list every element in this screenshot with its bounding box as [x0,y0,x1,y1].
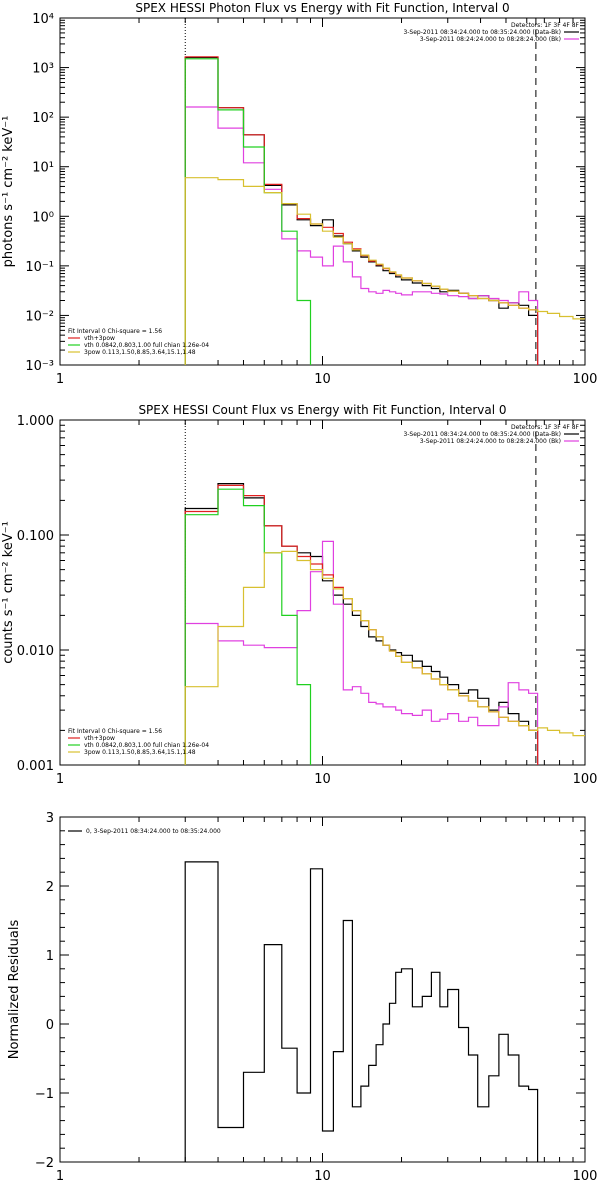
y-tick-label: 1 [46,949,54,964]
series-pow-line [184,550,585,765]
x-tick-label: 10 [314,372,331,387]
legend-entry-label: 3-Sep-2011 08:34:24.000 to 08:35:24.000 … [403,29,561,36]
legend-header: Detectors: 1F 3F 4F 8F [511,22,580,29]
plot-area [184,483,585,765]
x-tick-label: 100 [573,772,598,787]
y-tick-label: 10⁴ [32,12,54,27]
y-tick-label: 1.000 [17,414,54,429]
plot-area [184,861,539,1162]
fit-legend-entry-label: vth+3pow [84,335,115,342]
legend-entry-label: 3-Sep-2011 08:24:24.000 to 08:28:24.000 … [420,36,561,43]
x-tick-label: 100 [573,1169,598,1184]
chart-panel-1: SPEX HESSI Photon Flux vs Energy with Fi… [1,1,598,387]
series-vth-line [184,58,312,365]
series-bk-line [184,540,539,765]
y-tick-label: 0.010 [17,644,54,659]
series-data-line [184,56,539,365]
y-tick-label: 10⁰ [32,210,54,225]
y-tick-label: 10⁻¹ [25,260,54,275]
y-tick-label: 0 [46,1018,54,1033]
fit-legend-entry-label: 3pow 0.113,1.50,8.85,3.64,15.1,1.48 [84,349,196,356]
y-axis-label: Normalized Residuals [7,920,22,1060]
fit-legend-header: Fit Interval 0 Chi-square = 1.56 [68,328,162,335]
y-tick-label: 0.100 [17,529,54,544]
y-tick-label: 10⁻³ [25,359,54,374]
y-tick-label: 0.001 [17,759,54,774]
plot-area [184,56,585,365]
fit-legend-header: Fit Interval 0 Chi-square = 1.56 [68,728,162,735]
x-tick-label: 1 [56,372,64,387]
series-total-line [184,56,539,365]
plot-frame [59,17,586,366]
fit-legend-entry-label: vth+3pow [84,735,115,742]
fit-legend-entry-label: 3pow 0.113,1.50,8.85,3.64,15.1,1.48 [84,749,196,756]
chart-panel-3: Normalized Residuals 1 10 100 −2 −1 0 1 2 3 0, 3-S… [7,811,597,1184]
y-axis-label: photons s⁻¹ cm⁻² keV⁻¹ [1,116,16,268]
chart-panel-2: SPEX HESSI Count Flux vs Energy with Fit… [1,403,598,787]
y-tick-label: 10³ [32,62,54,77]
y-axis-label: counts s⁻¹ cm⁻² keV⁻¹ [1,521,16,664]
y-tick-label: −2 [35,1156,54,1171]
x-tick-label: 10 [314,772,331,787]
chart-title: SPEX HESSI Count Flux vs Energy with Fit… [138,403,506,417]
plot-frame [59,419,586,766]
fit-legend-entry-label: vth 0.0842,0.803,1.00 full chian 1.26e-0… [84,342,209,349]
series-bk-line [184,106,539,365]
y-tick-label: −1 [35,1087,54,1102]
y-tick-label: 10¹ [32,161,54,176]
legend-header: Detectors: 1F 3F 4F 8F [511,424,580,431]
y-tick-label: 3 [46,811,54,826]
series-pow-line [184,177,585,365]
series-total-line [184,484,539,765]
x-tick-label: 1 [56,772,64,787]
x-tick-label: 10 [314,1169,331,1184]
series-resid-line [184,861,539,1162]
x-tick-label: 100 [573,372,598,387]
y-tick-label: 10⁻² [25,309,54,324]
fit-legend-entry-label: vth 0.0842,0.803,1.00 full chian 1.26e-0… [84,742,209,749]
legend-entry-label: 0, 3-Sep-2011 08:34:24.000 to 08:35:24.0… [86,828,221,835]
x-tick-label: 1 [56,1169,64,1184]
chart-title: SPEX HESSI Photon Flux vs Energy with Fi… [135,1,509,15]
y-tick-label: 10² [32,111,54,126]
legend-entry-label: 3-Sep-2011 08:24:24.000 to 08:28:24.000 … [420,438,561,445]
legend-entry-label: 3-Sep-2011 08:34:24.000 to 08:35:24.000 … [403,431,561,438]
y-tick-label: 2 [46,880,54,895]
